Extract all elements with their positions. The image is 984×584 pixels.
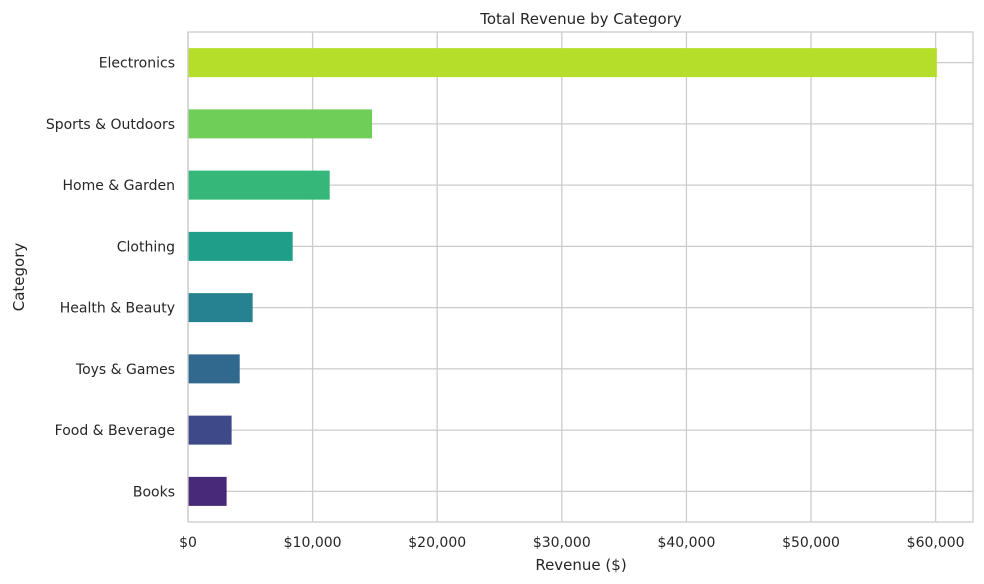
- x-tick-label: $50,000: [782, 535, 840, 551]
- y-tick-label: Home & Garden: [63, 178, 175, 194]
- x-tick-label: $40,000: [657, 535, 715, 551]
- x-tick-label: $0: [179, 535, 197, 551]
- y-axis-label: Category: [10, 243, 28, 312]
- bar-books: [188, 476, 227, 506]
- x-tick-label: $60,000: [907, 535, 965, 551]
- bar-toys-games: [188, 354, 240, 384]
- bar-health-beauty: [188, 293, 253, 323]
- bar-electronics: [188, 48, 937, 78]
- x-tick-label: $10,000: [284, 535, 342, 551]
- y-tick-label: Food & Beverage: [55, 423, 175, 439]
- x-axis-label: Revenue ($): [535, 556, 626, 574]
- bar-sports-outdoors: [188, 109, 373, 139]
- x-tick-label: $20,000: [408, 535, 466, 551]
- y-tick-label: Books: [133, 484, 175, 500]
- bar-food-beverage: [188, 415, 232, 445]
- y-tick-label: Electronics: [99, 56, 175, 72]
- bar-clothing: [188, 231, 293, 261]
- x-tick-label: $30,000: [533, 535, 591, 551]
- y-tick-label: Clothing: [117, 239, 175, 255]
- y-tick-label: Health & Beauty: [60, 301, 175, 317]
- bar-home-garden: [188, 170, 330, 200]
- y-tick-label: Sports & Outdoors: [46, 117, 175, 133]
- plot-frame: [187, 31, 974, 523]
- chart-title: Total Revenue by Category: [479, 10, 682, 28]
- y-tick-label: Toys & Games: [75, 362, 175, 378]
